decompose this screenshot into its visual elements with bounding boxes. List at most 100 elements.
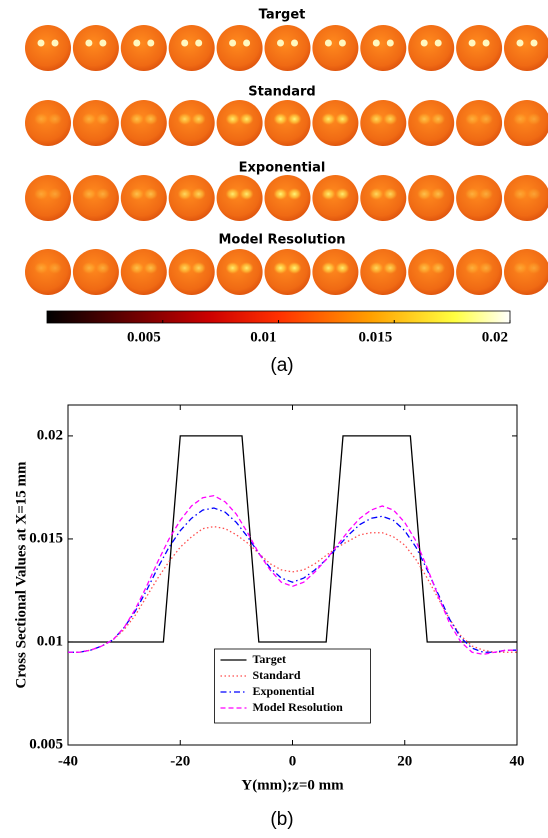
hot-spot bbox=[274, 113, 288, 125]
sphere bbox=[121, 100, 167, 146]
sphere bbox=[169, 25, 215, 71]
hot-spot bbox=[178, 262, 192, 274]
x-tick-label: 0 bbox=[289, 753, 297, 769]
sphere bbox=[265, 100, 311, 146]
hot-spot bbox=[178, 188, 192, 200]
hot-spot bbox=[369, 188, 383, 200]
hot-spot bbox=[421, 40, 428, 47]
hot-spot bbox=[195, 40, 202, 47]
hot-spot bbox=[335, 113, 349, 125]
data-line bbox=[68, 496, 517, 655]
hot-spot bbox=[226, 188, 240, 200]
y-tick-label: 0.005 bbox=[29, 736, 63, 752]
hot-spot bbox=[288, 113, 302, 125]
data-line bbox=[68, 527, 517, 653]
hot-spot bbox=[513, 188, 527, 200]
sphere bbox=[73, 249, 119, 295]
hot-spot bbox=[531, 40, 538, 47]
hot-spot bbox=[192, 188, 206, 200]
y-axis-label: Cross Sectional Values at X=15 mm bbox=[13, 461, 29, 689]
hot-spot bbox=[527, 188, 541, 200]
hot-spot bbox=[96, 113, 110, 125]
sphere bbox=[360, 249, 406, 295]
x-tick-label: -40 bbox=[58, 753, 78, 769]
hot-spot bbox=[325, 40, 332, 47]
data-line bbox=[68, 508, 517, 652]
hot-spot bbox=[465, 188, 479, 200]
hot-spot bbox=[240, 113, 254, 125]
hot-spot bbox=[147, 40, 154, 47]
hot-spot bbox=[34, 113, 48, 125]
sphere bbox=[25, 249, 71, 295]
x-tick-label: 40 bbox=[510, 753, 525, 769]
sphere bbox=[504, 25, 548, 71]
hot-spot bbox=[34, 262, 48, 274]
hot-spot bbox=[431, 262, 445, 274]
row-title: Model Resolution bbox=[218, 233, 345, 248]
hot-spot bbox=[483, 40, 490, 47]
sphere bbox=[169, 249, 215, 295]
legend-label: Target bbox=[253, 652, 287, 666]
hot-spot bbox=[465, 113, 479, 125]
hot-spot bbox=[82, 188, 96, 200]
hot-spot bbox=[277, 40, 284, 47]
hot-spot bbox=[479, 262, 493, 274]
sphere bbox=[73, 25, 119, 71]
hot-spot bbox=[99, 40, 106, 47]
hot-spot bbox=[435, 40, 442, 47]
hot-spot bbox=[178, 113, 192, 125]
hot-spot bbox=[517, 40, 524, 47]
hot-spot bbox=[34, 188, 48, 200]
sphere bbox=[265, 249, 311, 295]
hot-spot bbox=[229, 40, 236, 47]
hot-spot bbox=[85, 40, 92, 47]
hot-spot bbox=[181, 40, 188, 47]
colorbar-tick-label: 0.02 bbox=[482, 329, 508, 345]
sphere bbox=[312, 175, 358, 221]
hot-spot bbox=[321, 188, 335, 200]
hot-spot bbox=[130, 188, 144, 200]
sphere bbox=[312, 249, 358, 295]
sphere bbox=[456, 100, 502, 146]
x-axis-label: Y(mm);z=0 mm bbox=[241, 777, 344, 793]
sphere bbox=[312, 100, 358, 146]
row-title: Exponential bbox=[239, 161, 326, 176]
sphere bbox=[504, 175, 548, 221]
hot-spot bbox=[82, 113, 96, 125]
sphere bbox=[456, 175, 502, 221]
hot-spot bbox=[335, 188, 349, 200]
colorbar-tick-label: 0.015 bbox=[359, 329, 393, 345]
hot-spot bbox=[243, 40, 250, 47]
hot-spot bbox=[431, 188, 445, 200]
sphere bbox=[25, 175, 71, 221]
hot-spot bbox=[369, 262, 383, 274]
hot-spot bbox=[226, 113, 240, 125]
caption: (a) bbox=[270, 355, 293, 376]
sphere bbox=[265, 25, 311, 71]
x-tick-label: -20 bbox=[170, 753, 190, 769]
sphere bbox=[121, 249, 167, 295]
colorbar-tick-label: 0.01 bbox=[250, 329, 276, 345]
sphere bbox=[408, 25, 454, 71]
colorbar-tick-label: 0.005 bbox=[127, 329, 161, 345]
hot-spot bbox=[513, 262, 527, 274]
hot-spot bbox=[274, 188, 288, 200]
hot-spot bbox=[38, 40, 45, 47]
hot-spot bbox=[226, 262, 240, 274]
figure: (a) (b) TargetStandardExponentialModel R… bbox=[0, 0, 548, 838]
hot-spot bbox=[52, 40, 59, 47]
hot-spot bbox=[373, 40, 380, 47]
hot-spot bbox=[335, 262, 349, 274]
hot-spot bbox=[469, 40, 476, 47]
row-title: Standard bbox=[248, 85, 315, 100]
hot-spot bbox=[291, 40, 298, 47]
sphere bbox=[360, 175, 406, 221]
sphere bbox=[25, 25, 71, 71]
hot-spot bbox=[82, 262, 96, 274]
hot-spot bbox=[130, 262, 144, 274]
sphere bbox=[121, 175, 167, 221]
hot-spot bbox=[144, 188, 158, 200]
row-title: Target bbox=[259, 8, 306, 23]
sphere bbox=[169, 175, 215, 221]
sphere bbox=[217, 25, 263, 71]
